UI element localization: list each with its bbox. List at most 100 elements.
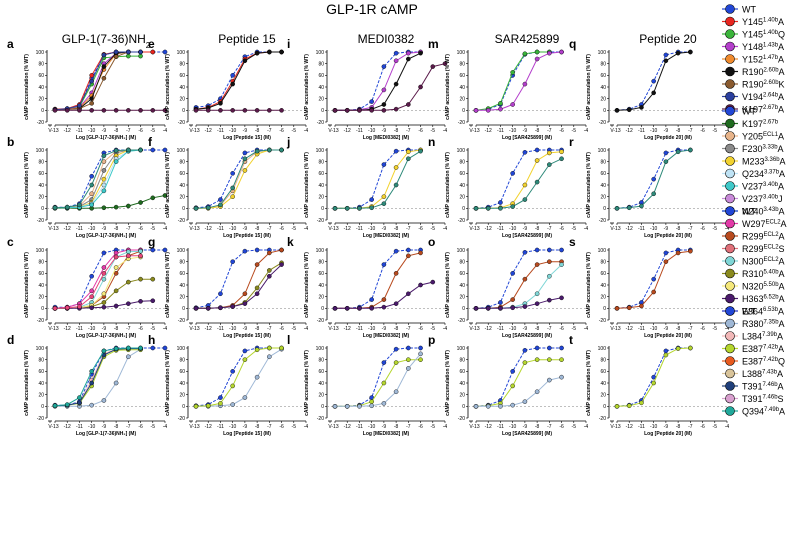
x-tick-label: -10	[229, 226, 236, 232]
x-tick-label: -6	[559, 128, 564, 134]
x-tick-label: -10	[229, 128, 236, 134]
legend-label: T3917.46bS	[742, 394, 784, 404]
x-tick-label: -12	[626, 128, 633, 134]
data-point	[510, 383, 515, 389]
legend-label: V2373.40bA	[742, 182, 784, 192]
data-point	[559, 374, 564, 380]
data-point	[126, 354, 131, 360]
data-point	[369, 99, 374, 104]
data-point	[218, 395, 223, 400]
x-tick-label: -4	[163, 226, 168, 232]
data-point	[473, 108, 479, 113]
x-tick-label: V	[469, 128, 473, 134]
x-tick-label: -13	[51, 226, 58, 232]
y-tick-label: 0	[603, 306, 606, 312]
y-tick-label: 100	[598, 50, 607, 56]
data-point	[547, 297, 552, 303]
data-point	[126, 345, 131, 351]
x-tick-label: -6	[279, 128, 284, 134]
data-point	[369, 399, 374, 404]
y-tick-label: 60	[318, 369, 324, 375]
data-point	[418, 282, 423, 288]
x-tick-label: -9	[102, 326, 107, 332]
data-point	[406, 366, 411, 371]
data-point	[162, 247, 168, 253]
x-tick-label: -9	[382, 128, 387, 134]
data-point	[510, 305, 515, 311]
data-point	[473, 404, 479, 409]
x-tick-label: -10	[509, 424, 516, 430]
data-point	[162, 193, 168, 198]
data-point	[663, 352, 669, 358]
y-tick-label: 40	[179, 283, 185, 289]
data-point	[113, 303, 119, 309]
legend-label: E3646.53bA	[742, 307, 784, 317]
x-axis-label: Log [Peptide 20] (M)	[644, 135, 692, 141]
x-tick-label: -11	[217, 226, 224, 232]
panel-letter: q	[569, 37, 576, 51]
panel-e: e -20 0 20 40 60 80 100 cAMP accumulation (% WT)…	[148, 37, 308, 141]
data-point	[498, 306, 503, 311]
series-line	[335, 249, 421, 309]
y-tick-label: -20	[458, 318, 465, 324]
panel-k: k -20 0 20 40 60 80 100 cAMP accumulation (% WT)…	[287, 235, 447, 339]
data-point	[193, 206, 199, 211]
x-tick-label: -6	[418, 128, 423, 134]
data-point	[381, 297, 387, 302]
x-tick-label: -5	[713, 424, 718, 430]
series-line	[335, 281, 433, 309]
y-tick-label: 20	[459, 294, 465, 300]
legend-marker	[725, 243, 735, 254]
data-point	[52, 205, 58, 211]
data-point	[393, 165, 399, 170]
data-point	[150, 49, 156, 55]
y-tick-label: -20	[178, 318, 185, 324]
x-tick-label: -8	[255, 424, 260, 430]
y-tick-label: 80	[318, 159, 324, 165]
y-tick-label: 80	[318, 61, 324, 67]
y-tick-label: 80	[459, 357, 465, 363]
data-point	[138, 299, 143, 304]
y-tick-label: 40	[179, 183, 185, 189]
x-tick-label: -8	[394, 326, 399, 332]
x-tick-label: -10	[368, 128, 375, 134]
x-tick-label: -10	[650, 128, 657, 134]
data-point	[663, 150, 669, 156]
legend-marker	[725, 281, 735, 291]
data-point	[254, 50, 260, 56]
data-point	[218, 401, 223, 406]
x-tick-label: -13	[331, 424, 338, 430]
column-title: GLP-1(7-36)NH2	[62, 32, 151, 50]
data-point	[242, 108, 248, 113]
series-line	[196, 249, 282, 309]
legend-label: V2373.40bJ	[742, 194, 783, 204]
data-point	[52, 403, 58, 409]
data-point	[498, 200, 503, 205]
x-axis-label: Log [GLP-1(7-36)NH₂] (M)	[76, 333, 137, 339]
x-tick-label: -8	[114, 128, 119, 134]
data-point	[663, 58, 669, 64]
data-point	[89, 402, 94, 408]
x-tick-label: -6	[279, 326, 284, 332]
x-tick-label: -11	[356, 424, 363, 430]
y-tick-label: 100	[457, 50, 466, 56]
data-point	[126, 301, 131, 306]
y-tick-label: 40	[179, 381, 185, 387]
y-tick-label: 80	[600, 159, 606, 165]
y-axis-label: cAMP accumulation (% WT)	[165, 252, 171, 318]
x-tick-label: -11	[497, 128, 504, 134]
legend-marker	[725, 306, 735, 316]
data-point	[126, 49, 131, 55]
y-axis-label: cAMP accumulation (% WT)	[445, 350, 451, 416]
legend-marker	[725, 218, 735, 229]
x-tick-label: -4	[304, 128, 309, 134]
y-axis-label: cAMP accumulation (% WT)	[445, 252, 451, 318]
y-tick-label: 40	[38, 283, 44, 289]
panel-letter: n	[428, 135, 435, 149]
y-tick-label: -20	[599, 318, 606, 324]
y-tick-label: 0	[462, 206, 465, 212]
y-tick-label: 40	[459, 283, 465, 289]
y-tick-label: 20	[459, 194, 465, 200]
x-tick-label: -4	[163, 326, 168, 332]
data-point	[218, 202, 223, 208]
